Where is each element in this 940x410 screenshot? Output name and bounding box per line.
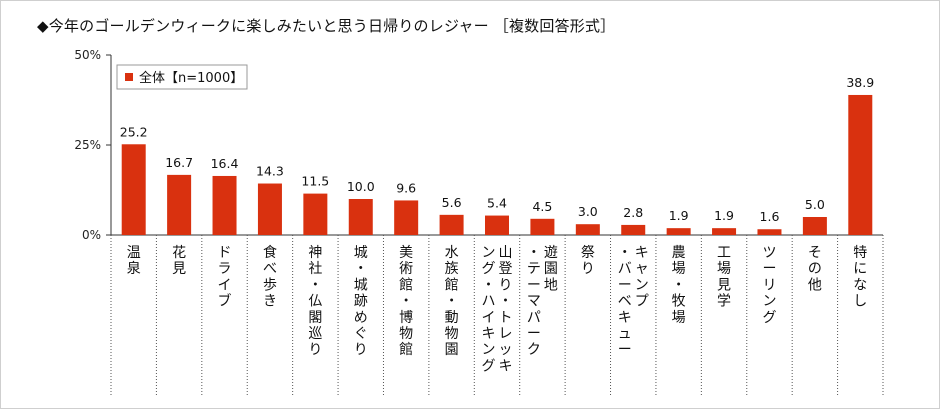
x-tick-label: 花見: [172, 245, 186, 277]
chart-title: ◆今年のゴールデンウィークに楽しみたいと思う日帰りのレジャー ［複数回答形式］: [37, 17, 616, 35]
legend-swatch: [125, 73, 133, 81]
data-label: 9.6: [396, 180, 416, 195]
bar: [848, 94, 873, 236]
x-tick-label: 農場・牧場: [672, 245, 686, 326]
data-label: 5.6: [442, 195, 462, 210]
data-label: 4.5: [532, 199, 552, 214]
x-tick-label: 特になし: [853, 245, 867, 310]
data-label: 1.9: [714, 208, 734, 223]
bar: [485, 215, 509, 235]
x-tick-label: 城・城跡めぐり: [354, 245, 368, 358]
data-label: 16.7: [165, 155, 193, 170]
bar: [212, 175, 237, 235]
data-label: 5.4: [487, 196, 507, 211]
x-tick-label: ドライブ: [218, 245, 232, 310]
bar: [121, 144, 146, 235]
x-tick-label: ・テーマパーク: [527, 245, 541, 358]
data-label: 16.4: [211, 156, 239, 171]
data-label: 11.5: [301, 174, 329, 189]
x-tick-label: 美術館・博物館: [399, 245, 413, 358]
bar: [303, 193, 328, 235]
x-tick-label: キャンプ: [635, 245, 649, 310]
bar: [530, 218, 555, 235]
y-tick-label: 25%: [74, 138, 101, 152]
bar: [394, 200, 419, 235]
bar: [802, 217, 827, 235]
x-tick-label: 工場見学: [717, 245, 731, 310]
x-tick-label: ・バーベキュー: [618, 245, 632, 358]
bar: [757, 229, 782, 235]
x-tick-label: ツーリング: [762, 245, 776, 326]
x-tick-label: 山登り・トレッキ: [499, 245, 513, 374]
bar: [575, 224, 600, 235]
data-label: 3.0: [578, 204, 598, 219]
x-tick-label: 温泉: [127, 245, 141, 277]
data-label: 5.0: [805, 197, 825, 212]
y-tick-label: 50%: [74, 48, 101, 62]
bar: [257, 183, 282, 235]
y-tick-label: 0%: [82, 228, 101, 242]
data-label: 2.8: [623, 205, 643, 220]
data-label: 1.6: [760, 209, 780, 224]
x-tick-label: 水族館・動物園: [445, 245, 459, 358]
x-tick-label: 神社・仏閣巡り: [308, 245, 322, 358]
bar: [167, 174, 192, 235]
bar: [348, 199, 373, 235]
x-tick-label: ング・ハイキング: [482, 245, 496, 374]
x-tick-label: その他: [808, 245, 822, 293]
bar: [439, 214, 464, 235]
legend-box: [116, 64, 248, 90]
x-tick-label: 遊園地: [544, 245, 558, 293]
bar: [621, 224, 646, 235]
data-label: 25.2: [120, 124, 148, 139]
x-tick-label: 食べ歩き: [263, 244, 277, 310]
bar: [712, 228, 737, 235]
bar: [666, 228, 691, 235]
x-tick-label: 祭り: [581, 245, 595, 277]
legend-label: 全体【n=1000】: [139, 70, 243, 86]
data-label: 38.9: [846, 75, 874, 90]
data-label: 1.9: [669, 208, 689, 223]
data-label: 10.0: [347, 179, 375, 194]
data-label: 14.3: [256, 164, 284, 179]
